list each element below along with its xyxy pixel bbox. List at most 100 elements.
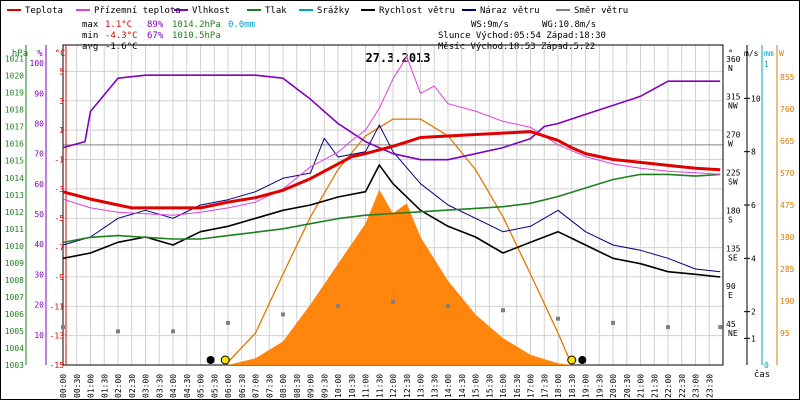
wind-axis-tick: 10 (751, 94, 761, 103)
legend: Teplota Přízemní teplota Vlhkost Tlak Srážky… (7, 6, 628, 16)
series-line-vlhkost (62, 74, 721, 161)
series-line-teplota (62, 130, 721, 210)
x-tick-label: 19:30 (595, 374, 604, 398)
series-wind-direction-point (171, 329, 175, 334)
x-tick-label: 21:30 (650, 374, 659, 398)
temp-axis-tick: -3 (54, 185, 64, 194)
x-tick-label: 13:00 (417, 374, 426, 398)
x-tick-label: 06:00 (224, 374, 233, 398)
radiation-axis-tick: 855 (780, 73, 795, 82)
direction-axis-tick-name: W (728, 140, 733, 149)
legend-label: Vlhkost (192, 6, 230, 16)
direction-axis-tick: 270 (726, 131, 741, 140)
x-tick-label: 02:30 (128, 374, 137, 398)
temp-axis-label: °C (55, 49, 66, 59)
series-line-teoretick-z-en- (224, 118, 573, 366)
x-tick-label: 16:00 (499, 374, 508, 398)
humidity-axis-tick: 60 (34, 180, 44, 189)
direction-axis-tick: 180 (726, 206, 741, 215)
radiation-axis-tick: 665 (780, 137, 795, 146)
temp-axis-tick: -1 (54, 155, 64, 164)
x-tick-label: 03:30 (155, 374, 164, 398)
stats-min-press: 1010.5hPa (172, 31, 221, 41)
axes: 1003100410051006100710081009101010111012… (5, 45, 795, 398)
humidity-axis-tick: 10 (34, 331, 44, 340)
legend-label: Přízemní teplota (94, 6, 181, 16)
x-tick-label: 06:30 (238, 374, 247, 398)
x-tick-label: 17:30 (540, 374, 549, 398)
x-tick-label: 01:30 (100, 374, 109, 398)
series-wind-direction-point (556, 316, 560, 321)
legend-label: Rychlost větru (379, 6, 455, 16)
x-tick-label: 05:00 (197, 374, 206, 398)
chart-title: 27.3.2013 (365, 51, 430, 65)
x-tick-label: 12:00 (389, 374, 398, 398)
x-tick-label: 16:30 (513, 374, 522, 398)
hpa-axis-label: hPa (12, 49, 28, 59)
wind-axis-tick: 4 (751, 254, 756, 263)
direction-axis-tick-name: NE (728, 329, 738, 338)
hpa-axis-tick: 1008 (5, 276, 24, 285)
wind-speed-max: WS:9m/s (471, 20, 509, 30)
x-tick-label: 02:00 (114, 374, 123, 398)
x-tick-label: 10:30 (348, 374, 357, 398)
direction-axis-tick-name: SW (728, 178, 738, 187)
wind-axis-tick: 2 (751, 308, 756, 317)
radiation-axis-tick: 285 (780, 265, 795, 274)
x-tick-label: 12:30 (403, 374, 412, 398)
wind-gust-max: WG:10.8m/s (542, 20, 596, 30)
series-wind-direction-point (281, 312, 285, 317)
x-tick-label: 19:00 (582, 374, 591, 398)
direction-axis-tick: 90 (726, 282, 736, 291)
radiation-axis-tick: 475 (780, 201, 795, 210)
x-tick-label: 18:30 (568, 374, 577, 398)
series-line-tlak (62, 173, 721, 244)
direction-axis-tick-name: N (728, 64, 733, 73)
hpa-axis-tick: 1016 (5, 140, 24, 149)
hpa-axis-tick: 1007 (5, 293, 24, 302)
wind-axis-tick: 6 (751, 201, 756, 210)
stats-max-label: max (82, 20, 99, 30)
series-radiation-area (228, 189, 572, 365)
temp-axis-tick: -11 (50, 302, 65, 311)
sun-times: Slunce Východ:05:54 Západ:18:30 (438, 31, 606, 41)
direction-axis-tick: 135 (726, 244, 741, 253)
direction-axis-tick-name: SE (728, 253, 738, 262)
stats-max-press: 1014.2hPa (172, 20, 221, 30)
x-tick-label: 00:30 (73, 374, 82, 398)
hpa-axis-tick: 1015 (5, 157, 24, 166)
x-tick-label: 18:00 (554, 374, 563, 398)
temp-axis-tick: 5 (59, 67, 64, 76)
hpa-axis-tick: 1018 (5, 106, 24, 115)
humidity-axis-tick: 20 (34, 301, 44, 310)
x-tick-label: 11:00 (362, 374, 371, 398)
radiation-axis-tick: 190 (780, 297, 795, 306)
x-tick-label: 04:30 (183, 374, 192, 398)
direction-axis-label: ° (728, 49, 733, 59)
stats-max-rain: 0.0mm (228, 20, 255, 30)
stats-min-hum: 67% (147, 31, 164, 41)
radiation-axis-label: W (779, 49, 784, 58)
moonrise-marker (578, 356, 587, 364)
x-tick-label: 20:00 (609, 374, 618, 398)
series-wind-direction-point (61, 325, 65, 330)
x-tick-label: 07:30 (265, 374, 274, 398)
rain-axis-label: mm (764, 49, 774, 58)
wind-axis-label: m/s (744, 49, 759, 58)
event-markers (206, 355, 587, 365)
x-tick-label: 04:00 (169, 374, 178, 398)
series-wind-direction-point (666, 325, 670, 330)
x-tick-label: 22:00 (664, 374, 673, 398)
humidity-axis-tick: 100 (30, 59, 45, 68)
sunset-marker (567, 355, 577, 365)
radiation-axis-tick: 95 (780, 329, 790, 338)
humidity-axis-tick: 50 (34, 210, 44, 219)
temp-axis-tick: -9 (54, 273, 64, 282)
x-tick-label: 23:30 (705, 374, 714, 398)
x-tick-label: 14:00 (444, 374, 453, 398)
direction-axis-tick: 225 (726, 169, 741, 178)
series-wind-direction-point (226, 320, 230, 325)
x-tick-label: 15:00 (472, 374, 481, 398)
x-tick-label: 23:00 (692, 374, 701, 398)
x-tick-label: 21:00 (637, 374, 646, 398)
